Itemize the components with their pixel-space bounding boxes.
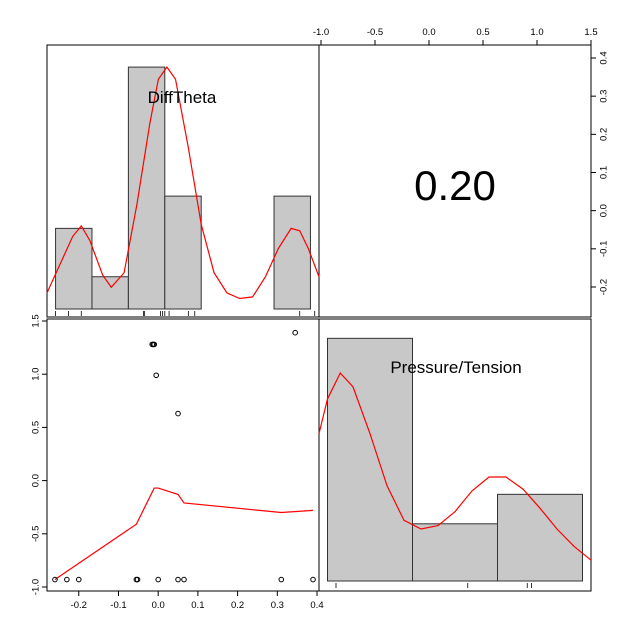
histogram-bar bbox=[273, 195, 311, 310]
variable-label-difftheta: DiffTheta bbox=[148, 88, 217, 107]
scatter-points bbox=[52, 329, 316, 583]
y-tick-label-right: 0.1 bbox=[599, 166, 610, 179]
y-tick-label: 0.0 bbox=[31, 474, 42, 487]
correlation-value: 0.20 bbox=[414, 162, 496, 209]
scatter-point bbox=[310, 576, 316, 583]
y-tick-label: 1.0 bbox=[31, 368, 42, 381]
histogram-bars bbox=[55, 66, 583, 582]
x-tick-label-top: 0.5 bbox=[476, 27, 489, 38]
x-tick-label: -0.1 bbox=[110, 600, 126, 611]
histogram-bar bbox=[55, 227, 93, 310]
y-tick-label-right: 0.0 bbox=[599, 204, 610, 217]
histogram-bar bbox=[127, 66, 166, 310]
x-tick-label-top: 1.5 bbox=[584, 27, 597, 38]
scatter-point bbox=[292, 329, 298, 336]
y-tick-label-right: 0.3 bbox=[599, 90, 610, 103]
y-tick-label-right: 0.4 bbox=[599, 51, 610, 64]
x-tick-label: -0.2 bbox=[71, 600, 87, 611]
variable-label-pressure-tension: Pressure/Tension bbox=[390, 358, 521, 377]
histogram-bar bbox=[91, 276, 129, 310]
scatter-point bbox=[175, 410, 181, 417]
density-curve-difftheta bbox=[46, 66, 320, 300]
x-tick-label-top: -0.5 bbox=[367, 27, 383, 38]
smooth-line bbox=[54, 487, 314, 581]
rug-marks bbox=[55, 311, 532, 588]
scatter-point bbox=[52, 576, 58, 583]
scatter-point bbox=[153, 372, 159, 379]
histogram-bar bbox=[412, 523, 498, 582]
x-tick-label-top: 1.0 bbox=[530, 27, 543, 38]
y-tick-label-right: -0.2 bbox=[599, 279, 610, 295]
x-tick-label: 0.2 bbox=[231, 600, 244, 611]
scatter-point bbox=[155, 576, 161, 583]
x-tick-label-top: 0.0 bbox=[422, 27, 435, 38]
panel-bottom-left bbox=[46, 318, 320, 592]
panel-bottom-right bbox=[318, 318, 592, 592]
axes: -0.2 -0.1 0.0 0.1 0.2 0.3 0.4 1.5 1.0 0.5 0.0 -0.5 -… bbox=[31, 27, 610, 611]
scatter-point bbox=[181, 576, 187, 583]
y-tick-label: -0.5 bbox=[31, 526, 42, 542]
scatter-point bbox=[134, 576, 141, 583]
histogram-bar bbox=[164, 195, 202, 310]
y-tick-label: -1.0 bbox=[31, 579, 42, 595]
scatter-point bbox=[151, 341, 158, 348]
y-tick-label: 1.5 bbox=[31, 314, 42, 327]
x-tick-label: 0.0 bbox=[152, 600, 165, 611]
y-tick-label-right: 0.2 bbox=[599, 128, 610, 141]
scatter-point bbox=[64, 576, 70, 583]
x-tick-label-top: -1.0 bbox=[313, 27, 329, 38]
scatter-point bbox=[75, 576, 82, 583]
density-curve-pressure bbox=[318, 371, 592, 561]
x-tick-label: 0.1 bbox=[191, 600, 204, 611]
histogram-bar bbox=[327, 337, 413, 582]
y-tick-label: 0.5 bbox=[31, 421, 42, 434]
scatter-point bbox=[175, 576, 181, 583]
y-tick-label-right: -0.1 bbox=[599, 241, 610, 257]
x-tick-label: 0.3 bbox=[271, 600, 284, 611]
scatter-point bbox=[278, 576, 285, 583]
x-tick-label: 0.4 bbox=[310, 600, 323, 611]
density-lines bbox=[46, 66, 592, 581]
